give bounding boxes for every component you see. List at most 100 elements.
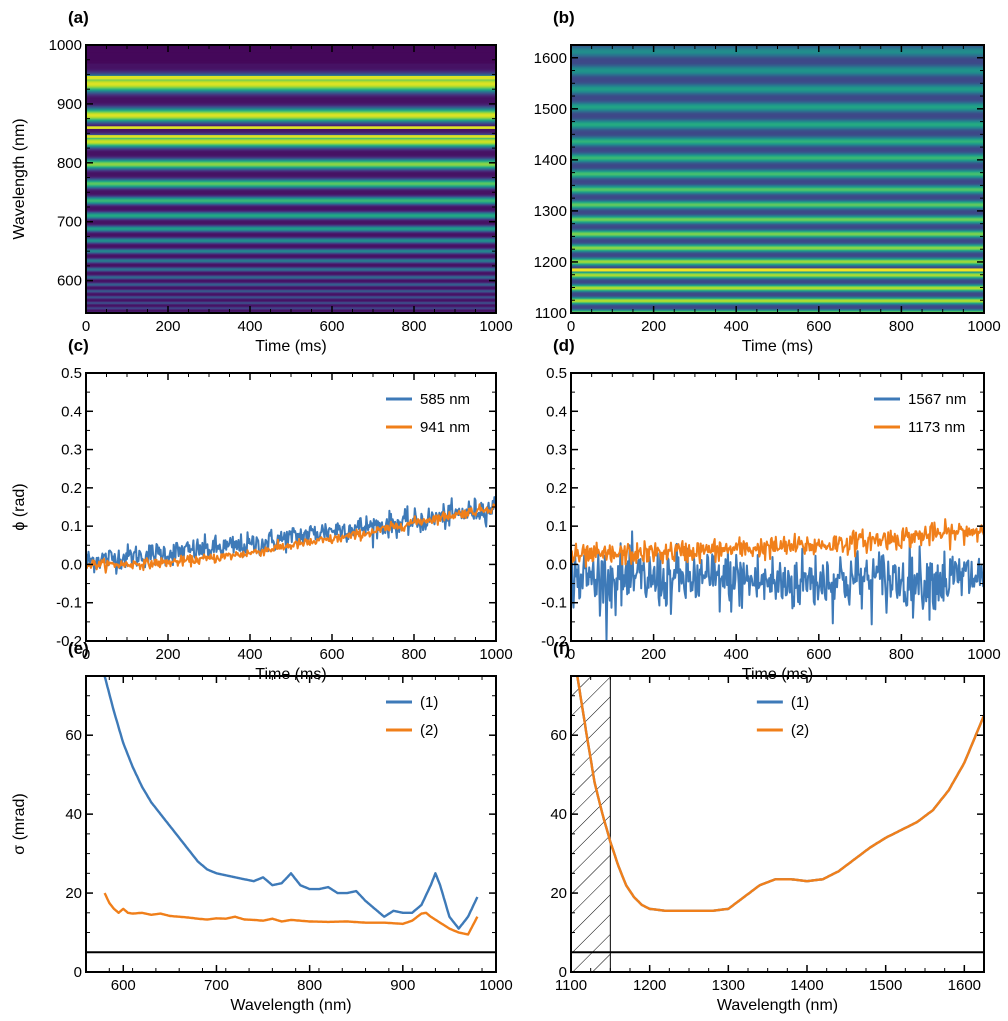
heatmap-band [86,128,496,130]
y-tick-label: 0 [559,964,567,981]
heatmap-band [86,283,496,286]
heatmap-band [571,247,984,250]
y-tick-label: -0.1 [541,595,567,612]
heatmap-band [571,215,984,218]
heatmap-band [571,104,984,107]
heatmap-band [571,141,984,143]
heatmap-band [571,242,984,244]
x-tick-label: 1000 [967,646,1000,663]
heatmap-band [571,129,984,131]
heatmap-band [86,81,496,84]
heatmap-band [571,165,984,168]
heatmap-band [571,55,984,58]
heatmap-band [86,264,496,266]
legend-label: 585 nm [420,391,470,408]
heatmap-band [571,286,984,288]
heatmap-band [571,193,984,195]
heatmap-band [571,64,984,66]
x-tick-label: 1600 [948,977,981,994]
heatmap-band [86,125,496,128]
heatmap-band [86,297,496,300]
heatmap-band [571,72,984,74]
heatmap-band [571,228,984,230]
heatmap-band [571,279,984,281]
heatmap-band [86,270,496,273]
heatmap-band [86,244,496,246]
heatmap-band [86,202,496,205]
heatmap-band [86,246,496,249]
axes-frame [570,675,985,973]
heatmap-band [571,107,984,109]
heatmap-band [86,215,496,218]
heatmap-band [86,242,496,244]
heatmap-band [86,209,496,212]
heatmap-band [571,163,984,166]
heatmap-band [86,305,496,308]
heatmap-band [86,53,496,55]
heatmap-band [571,185,984,187]
heatmap-band [86,160,496,162]
heatmap-band [571,270,984,273]
heatmap-band [86,93,496,96]
heatmap-band [571,54,984,57]
heatmap-band [571,295,984,297]
heatmap-band [571,290,984,292]
heatmap-band [86,124,496,127]
x-tick-label: 1000 [479,977,512,994]
heatmap-band [571,73,984,75]
heatmap-band [86,197,496,199]
heatmap-band [571,169,984,172]
heatmap-band [86,133,496,136]
heatmap-band [571,264,984,267]
heatmap-band [571,137,984,140]
heatmap-band [571,250,984,252]
heatmap-band [571,148,984,150]
heatmap-band [86,250,496,252]
x-axis-title: Time (ms) [742,666,813,683]
heatmap-band [571,74,984,76]
heatmap-band [571,237,984,240]
heatmap-band [571,221,984,223]
heatmap-band [86,57,496,60]
heatmap-band [571,74,984,77]
heatmap-band [86,54,496,56]
heatmap-band [571,139,984,142]
heatmap-band [86,265,496,267]
heatmap-band [86,273,496,275]
y-tick-label: 0.0 [61,556,82,573]
heatmap-band [86,267,496,269]
y-tick-label: 0 [74,964,82,981]
heatmap-band [571,123,984,126]
y-tick-label: 40 [65,806,82,823]
heatmap-band [86,83,496,85]
heatmap-band [86,237,496,240]
y-tick-label: 60 [550,727,567,744]
heatmap-band [571,255,984,257]
heatmap-band [86,214,496,216]
heatmap-band [571,69,984,71]
heatmap-band [571,229,984,231]
series-line-1 [86,503,496,574]
heatmap-band [86,60,496,62]
heatmap-band [571,225,984,228]
heatmap-band [571,85,984,87]
heatmap-band [571,143,984,146]
heatmap-band [86,86,496,89]
heatmap-band [571,181,984,183]
heatmap-band [571,78,984,81]
x-tick-label: 800 [889,646,914,663]
heatmap-band [86,271,496,273]
heatmap-band [571,240,984,242]
heatmap-band [571,251,984,254]
heatmap-band [86,80,496,83]
heatmap-band [571,222,984,225]
heatmap-band [86,145,496,147]
heatmap-band [86,88,496,91]
heatmap-band [571,98,984,100]
heatmap-band [571,250,984,253]
heatmap-band [571,303,984,306]
heatmap-band [571,49,984,51]
heatmap-band [571,149,984,151]
y-tick-label: -0.2 [541,633,567,650]
x-tick-label: 600 [111,977,136,994]
